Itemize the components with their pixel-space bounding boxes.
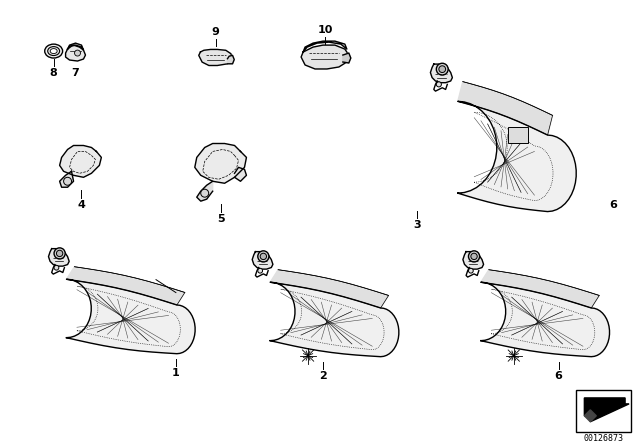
Circle shape <box>468 268 473 273</box>
Polygon shape <box>431 64 452 83</box>
Circle shape <box>54 265 59 270</box>
Polygon shape <box>270 282 399 357</box>
Polygon shape <box>270 270 388 308</box>
Circle shape <box>436 63 448 75</box>
Polygon shape <box>463 252 484 269</box>
Ellipse shape <box>50 48 57 54</box>
Polygon shape <box>343 53 351 63</box>
Bar <box>577 390 631 432</box>
Polygon shape <box>196 181 212 201</box>
Text: 10: 10 <box>317 25 333 35</box>
Polygon shape <box>481 270 599 308</box>
Polygon shape <box>458 82 552 135</box>
Polygon shape <box>584 410 596 422</box>
Ellipse shape <box>45 44 63 58</box>
Polygon shape <box>301 45 349 69</box>
Polygon shape <box>67 267 185 305</box>
Polygon shape <box>68 43 83 50</box>
Circle shape <box>471 253 477 259</box>
Polygon shape <box>60 171 74 187</box>
Polygon shape <box>195 143 246 183</box>
Text: 00126873: 00126873 <box>584 434 624 443</box>
Circle shape <box>258 251 269 262</box>
Polygon shape <box>481 282 609 357</box>
Text: 2: 2 <box>319 371 327 381</box>
Text: 7: 7 <box>72 68 79 78</box>
Text: 8: 8 <box>50 68 58 78</box>
Polygon shape <box>65 45 86 61</box>
Polygon shape <box>49 249 69 266</box>
Polygon shape <box>227 56 234 64</box>
Text: 6: 6 <box>555 371 563 381</box>
Text: 6: 6 <box>609 200 617 210</box>
Circle shape <box>468 251 479 262</box>
Text: 5: 5 <box>217 214 225 224</box>
Polygon shape <box>252 252 273 269</box>
Circle shape <box>74 50 81 56</box>
Polygon shape <box>584 398 629 422</box>
Text: 1: 1 <box>172 368 180 378</box>
Polygon shape <box>60 146 101 177</box>
Bar <box>508 127 529 143</box>
Polygon shape <box>67 279 195 353</box>
Circle shape <box>258 268 262 273</box>
Text: 4: 4 <box>77 200 85 210</box>
Circle shape <box>201 189 209 197</box>
Text: 3: 3 <box>413 220 421 230</box>
Circle shape <box>436 82 442 87</box>
Circle shape <box>54 248 65 259</box>
Polygon shape <box>303 41 347 52</box>
Polygon shape <box>234 168 246 181</box>
Text: 9: 9 <box>212 27 220 37</box>
Circle shape <box>439 66 445 73</box>
Polygon shape <box>199 49 232 65</box>
Circle shape <box>56 250 63 257</box>
Polygon shape <box>458 101 576 211</box>
Circle shape <box>260 253 266 259</box>
Circle shape <box>63 177 72 185</box>
Ellipse shape <box>48 47 60 56</box>
